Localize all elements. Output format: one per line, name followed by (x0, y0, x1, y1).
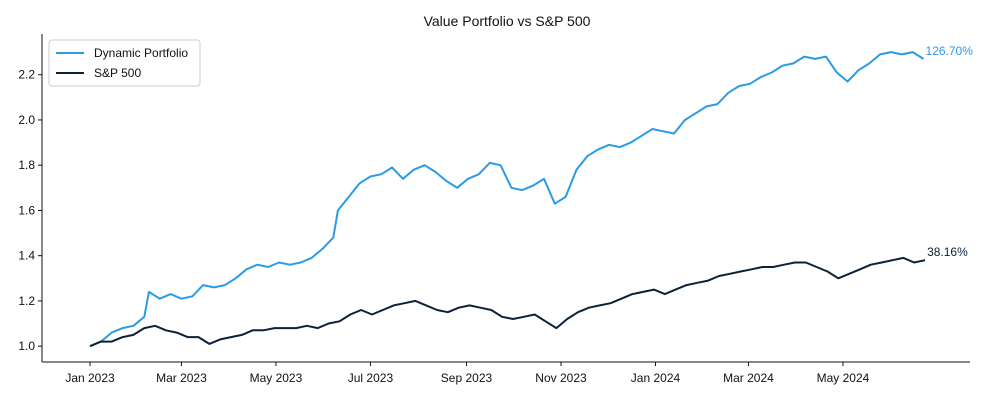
legend-label-dynamic-portfolio: Dynamic Portfolio (94, 46, 188, 60)
y-tick-label: 2.0 (18, 113, 35, 127)
y-axis-ticks: 1.0 1.2 1.4 1.6 1.8 2.0 2.2 (18, 68, 42, 353)
x-tick-label: May 2024 (817, 371, 870, 385)
x-tick-label: Sep 2023 (441, 371, 493, 385)
y-tick-label: 1.8 (18, 158, 35, 172)
y-tick-label: 1.4 (18, 249, 35, 263)
x-tick-label: Jul 2023 (348, 371, 394, 385)
x-tick-label: Mar 2024 (723, 371, 774, 385)
x-tick-label: Jan 2023 (65, 371, 115, 385)
x-axis-ticks: Jan 2023 Mar 2023 May 2023 Jul 2023 Sep 2023… (65, 362, 870, 385)
y-tick-label: 1.6 (18, 203, 35, 217)
series-layer (89, 51, 926, 348)
x-tick-label: Mar 2023 (156, 371, 207, 385)
y-tick-label: 2.2 (18, 68, 35, 82)
x-tick-label: May 2023 (250, 371, 303, 385)
x-tick-label: Jan 2024 (631, 371, 681, 385)
y-tick-label: 1.2 (18, 294, 35, 308)
chart-title: Value Portfolio vs S&P 500 (424, 13, 591, 29)
x-tick-label: Nov 2023 (535, 371, 587, 385)
legend-box (48, 39, 201, 87)
series-line-dynamic-portfolio (89, 51, 925, 348)
series-line-s-p-500 (89, 256, 926, 348)
end-labels: 126.70% 38.16% (926, 44, 974, 259)
end-label-s-p-500: 38.16% (927, 245, 968, 259)
legend: Dynamic Portfolio S&P 500 (48, 39, 201, 87)
legend-label-sp500: S&P 500 (94, 66, 141, 80)
y-tick-label: 1.0 (18, 339, 35, 353)
end-label-dynamic-portfolio: 126.70% (926, 44, 974, 58)
